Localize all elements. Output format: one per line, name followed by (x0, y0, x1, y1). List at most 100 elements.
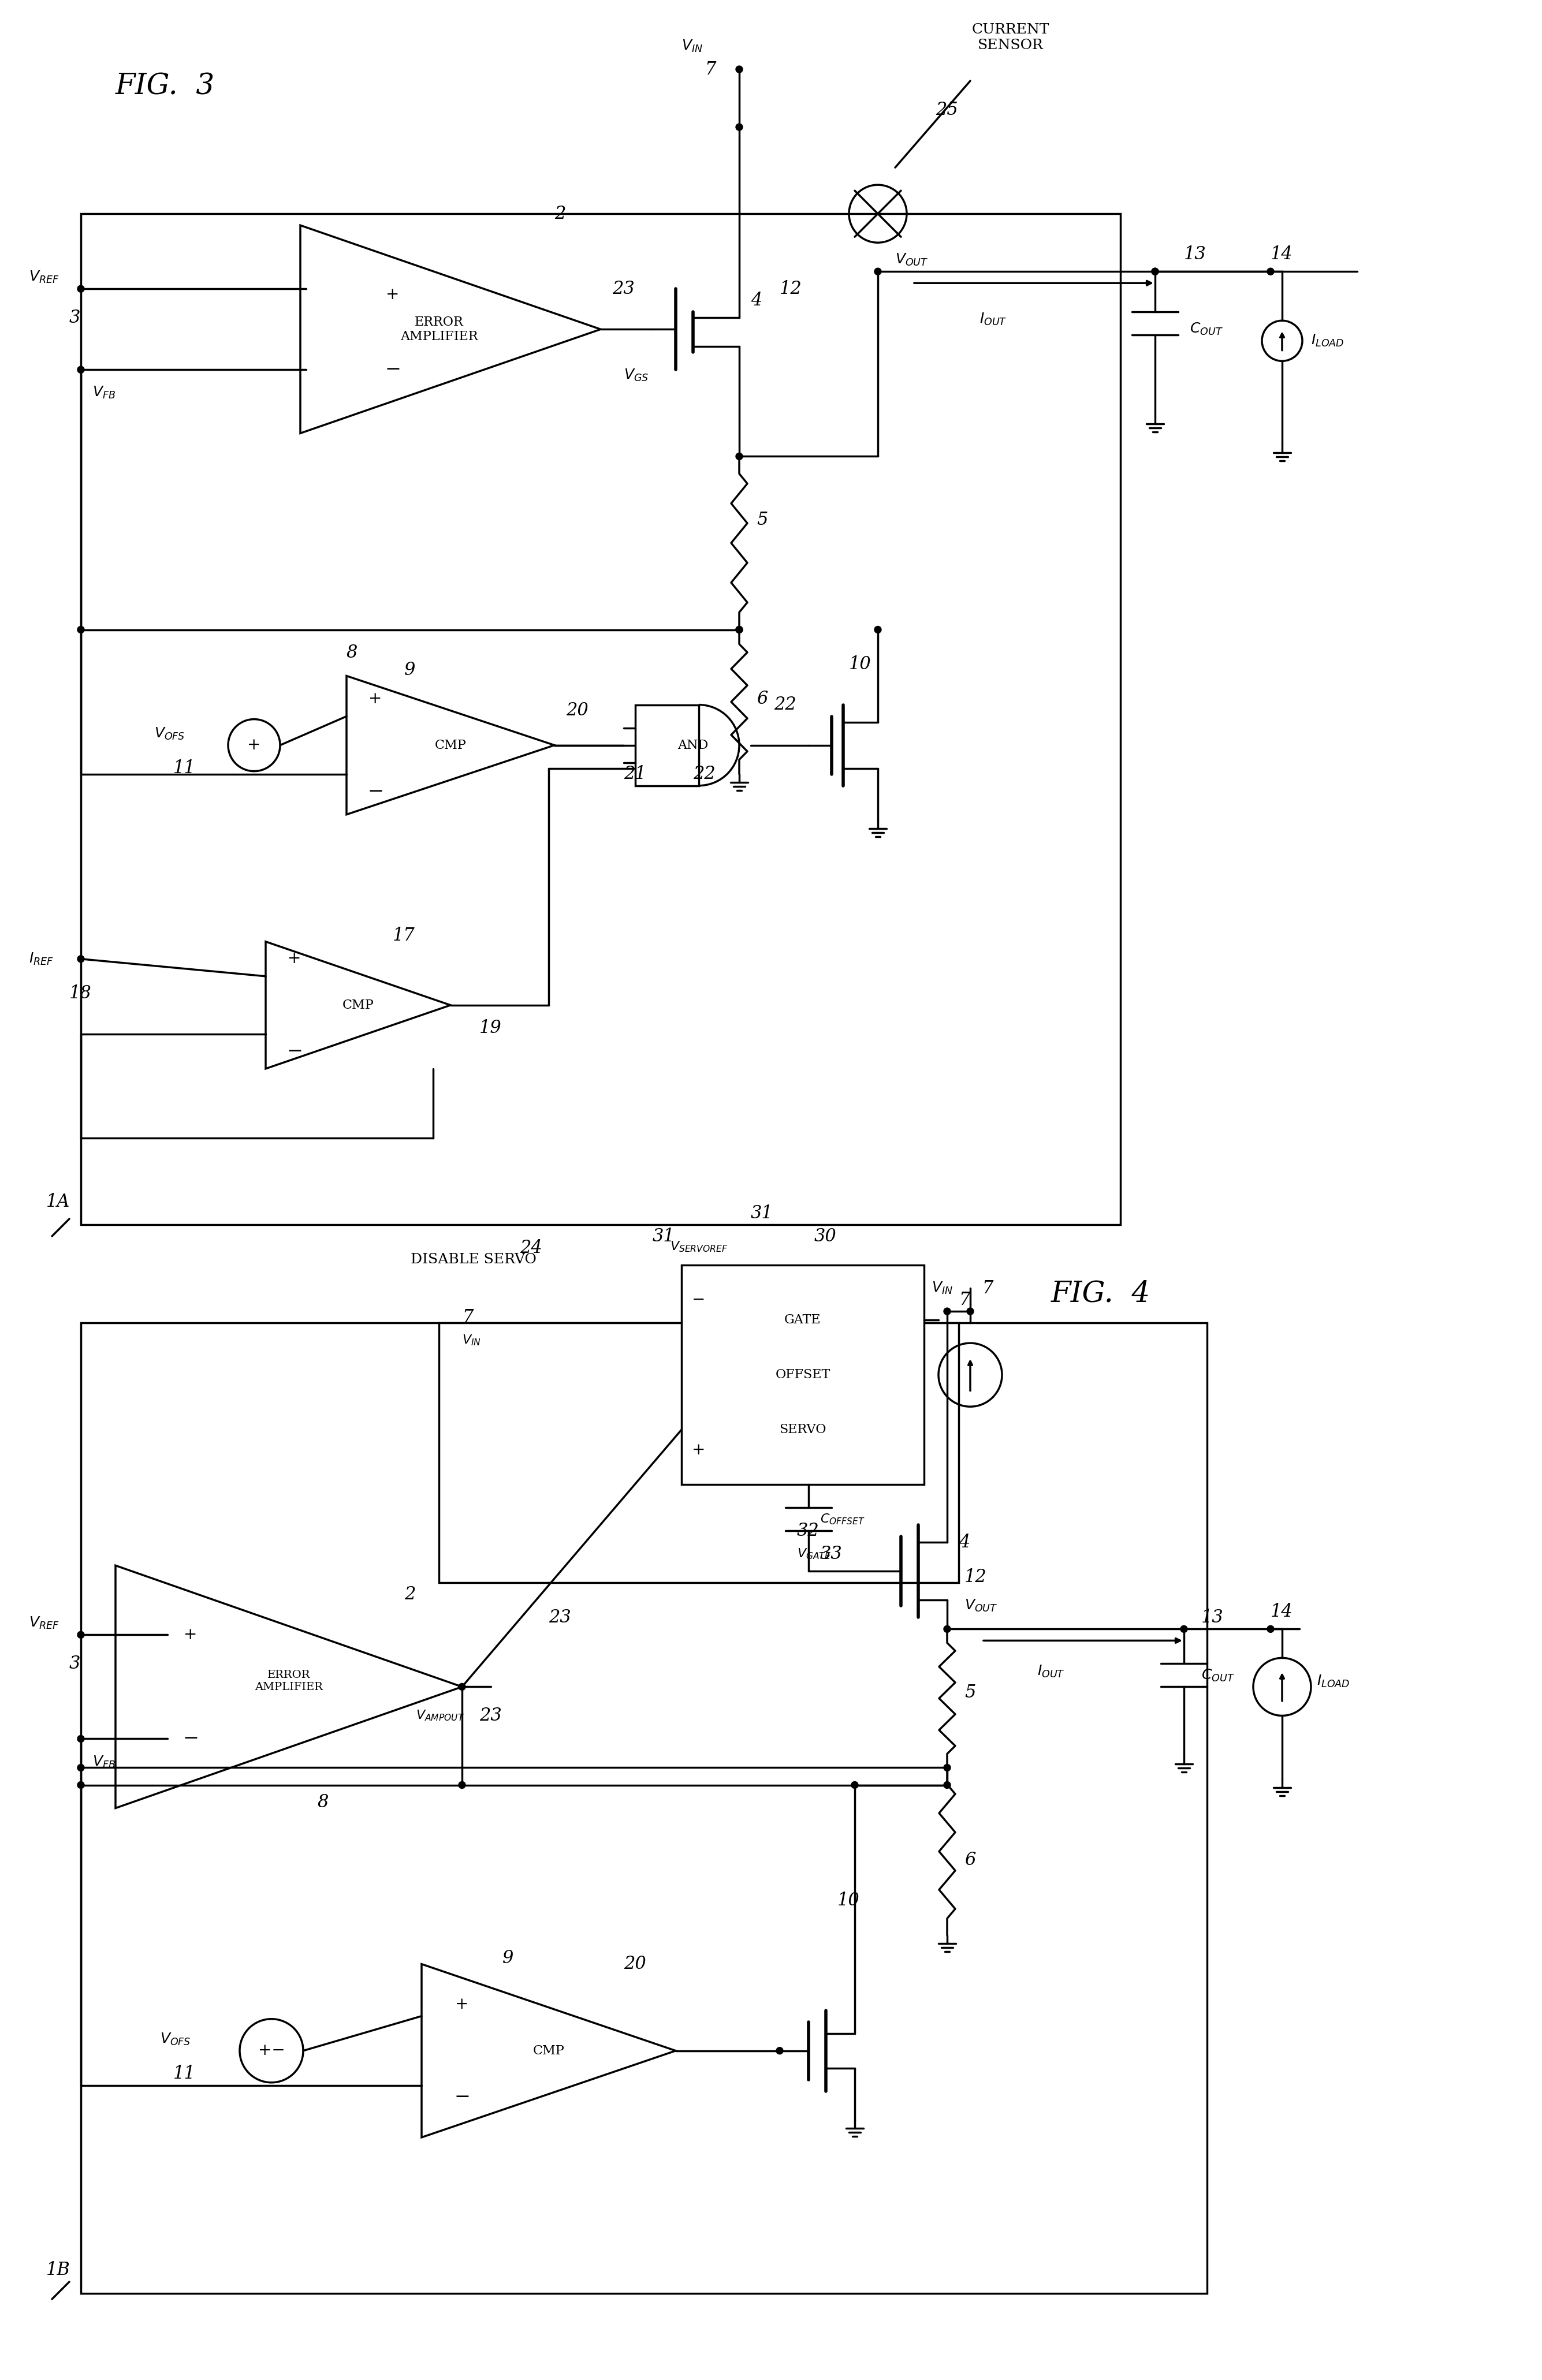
Text: 25: 25 (936, 100, 958, 119)
Text: 2: 2 (404, 1585, 415, 1604)
Text: +−: +− (258, 2042, 285, 2059)
Circle shape (1152, 269, 1158, 276)
Text: $V_{FB}$: $V_{FB}$ (93, 1754, 116, 1768)
Text: 32: 32 (797, 1521, 819, 1540)
Circle shape (77, 1630, 85, 1637)
Text: $C_{OUT}$: $C_{OUT}$ (1201, 1668, 1235, 1683)
Circle shape (736, 452, 743, 459)
Text: OFFSET: OFFSET (776, 1368, 830, 1380)
Bar (80, 214, 1121, 1226)
Text: 7: 7 (982, 1280, 993, 1297)
Text: $V_{REF}$: $V_{REF}$ (29, 269, 59, 286)
Circle shape (1268, 1626, 1274, 1633)
Text: GATE: GATE (785, 1314, 822, 1326)
Text: 9: 9 (404, 662, 415, 678)
Text: 10: 10 (850, 655, 871, 674)
Text: $V_{GATE}$: $V_{GATE}$ (797, 1547, 831, 1561)
Text: 24: 24 (520, 1240, 543, 1257)
Text: 5: 5 (757, 512, 768, 528)
Circle shape (851, 1783, 859, 1787)
Text: $C_{OFFSET}$: $C_{OFFSET}$ (820, 1511, 865, 1526)
Text: AND: AND (677, 738, 708, 752)
Text: 8: 8 (347, 645, 358, 662)
Text: 31: 31 (652, 1228, 675, 1245)
Text: 11: 11 (173, 759, 196, 778)
Circle shape (458, 1783, 466, 1787)
Text: 13: 13 (1184, 245, 1206, 264)
Circle shape (736, 124, 743, 131)
Circle shape (944, 1309, 950, 1314)
Text: 1B: 1B (46, 2261, 71, 2280)
Circle shape (736, 626, 743, 633)
Text: 4: 4 (751, 290, 762, 309)
Text: 21: 21 (623, 764, 646, 783)
Text: FIG.  4: FIG. 4 (1052, 1280, 1150, 1309)
Text: 14: 14 (1271, 1602, 1292, 1621)
Text: $V_{IN}$: $V_{IN}$ (682, 38, 703, 55)
Text: 14: 14 (1271, 245, 1292, 264)
Text: 12: 12 (780, 281, 802, 298)
Text: 9: 9 (503, 1949, 513, 1968)
Text: 3: 3 (69, 309, 80, 326)
Text: 4: 4 (959, 1533, 970, 1552)
Text: 13: 13 (1201, 1609, 1224, 1626)
Circle shape (874, 626, 882, 633)
Text: 6: 6 (964, 1852, 976, 1868)
Text: $V_{OUT}$: $V_{OUT}$ (964, 1599, 998, 1614)
Circle shape (77, 1783, 85, 1787)
Text: 22: 22 (692, 764, 715, 783)
Circle shape (1152, 269, 1158, 276)
Text: SERVO: SERVO (779, 1423, 827, 1435)
Text: 8: 8 (318, 1795, 328, 1811)
Text: $V_{GS}$: $V_{GS}$ (623, 369, 649, 383)
Circle shape (967, 1309, 973, 1314)
Text: 7: 7 (705, 60, 715, 79)
Text: $V_{OFS}$: $V_{OFS}$ (154, 726, 185, 740)
Circle shape (1268, 269, 1274, 276)
Text: $V_{REF}$: $V_{REF}$ (29, 1616, 59, 1630)
Text: $V_{IN}$: $V_{IN}$ (463, 1333, 481, 1347)
Circle shape (776, 2047, 783, 2054)
Circle shape (874, 269, 882, 276)
Text: $I_{OUT}$: $I_{OUT}$ (979, 312, 1007, 326)
Circle shape (736, 67, 743, 74)
Text: 7: 7 (463, 1309, 473, 1326)
Text: 30: 30 (814, 1228, 837, 1245)
Text: −: − (453, 2087, 470, 2106)
Text: $C_{OUT}$: $C_{OUT}$ (1190, 321, 1223, 338)
Circle shape (77, 286, 85, 293)
Text: −: − (384, 359, 401, 378)
Text: 2: 2 (555, 205, 566, 224)
Text: $V_{IN}$: $V_{IN}$ (931, 1280, 953, 1295)
Text: $V_{FB}$: $V_{FB}$ (93, 386, 116, 400)
Circle shape (77, 367, 85, 374)
Text: $V_{SERVOREF}$: $V_{SERVOREF}$ (669, 1240, 728, 1254)
Text: −: − (692, 1292, 706, 1307)
Text: 5: 5 (964, 1683, 976, 1702)
Circle shape (944, 1783, 950, 1787)
Text: 7: 7 (959, 1290, 970, 1309)
Text: 3: 3 (69, 1654, 80, 1673)
Text: 33: 33 (820, 1545, 842, 1564)
Text: ERROR
AMPLIFIER: ERROR AMPLIFIER (399, 317, 478, 343)
Text: $I_{REF}$: $I_{REF}$ (29, 952, 54, 966)
Text: 20: 20 (566, 702, 589, 719)
Text: 31: 31 (751, 1204, 773, 1221)
Bar (635, 704, 699, 785)
Text: +: + (183, 1628, 197, 1642)
Text: $I_{OUT}$: $I_{OUT}$ (1038, 1664, 1066, 1678)
Circle shape (736, 626, 743, 633)
Bar (439, 1323, 959, 1583)
Text: 1A: 1A (46, 1192, 69, 1211)
Text: 23: 23 (612, 281, 635, 298)
Text: CMP: CMP (534, 2044, 564, 2056)
Text: 11: 11 (173, 2066, 196, 2082)
Text: −: − (182, 1730, 199, 1747)
Text: 20: 20 (623, 1954, 646, 1973)
Text: −: − (367, 783, 384, 800)
Circle shape (77, 626, 85, 633)
Bar (682, 1266, 924, 1485)
Text: 23: 23 (480, 1706, 501, 1725)
Text: 23: 23 (549, 1609, 571, 1626)
Text: DISABLE SERVO: DISABLE SERVO (410, 1252, 537, 1266)
